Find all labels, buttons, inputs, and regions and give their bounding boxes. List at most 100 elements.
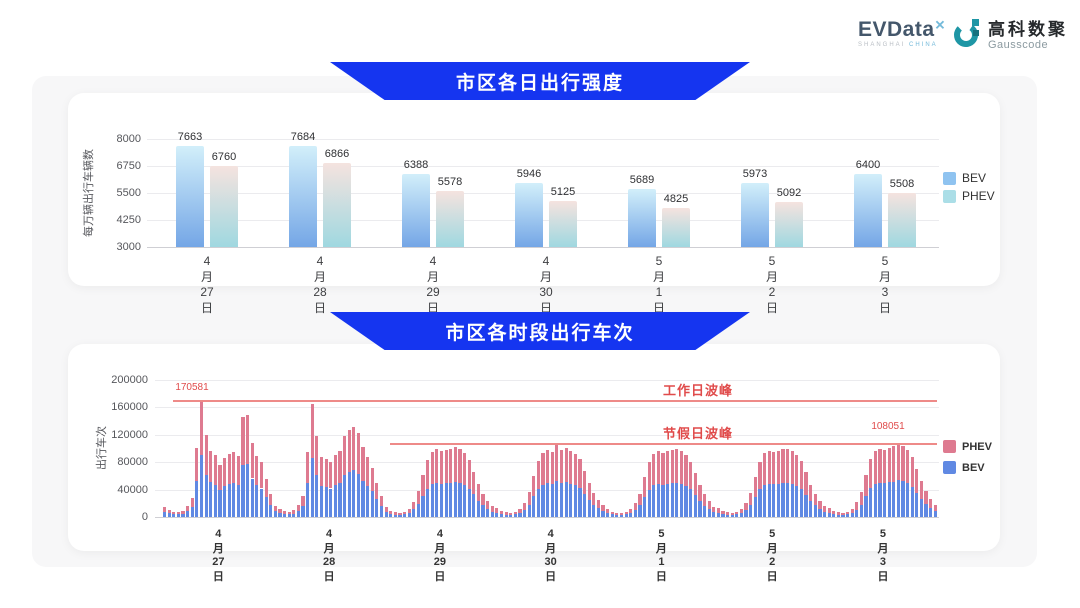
bar-bev [301, 506, 305, 517]
bar-phev [310, 403, 314, 459]
bar-value-bev: 5946 [516, 168, 542, 181]
daily-intensity-banner: 市区各日出行强度 [330, 62, 750, 100]
hourly-trips-card [68, 344, 1000, 551]
bar-phev [278, 509, 282, 514]
bar-phev [781, 449, 785, 484]
legend-item-bev[interactable]: BEV [943, 461, 985, 474]
bar-phev [269, 494, 273, 506]
bar-phev [619, 512, 624, 515]
bar-bev [624, 514, 628, 517]
bar-phev [832, 511, 836, 515]
x-axis-tick-label: 4月28日 [313, 254, 327, 315]
bar-phev [444, 449, 448, 484]
legend-item-bev[interactable]: BEV [943, 171, 986, 185]
bar-phev [836, 512, 840, 515]
bar-bev [393, 514, 397, 517]
bar-bev [795, 485, 799, 517]
bar-phev [882, 449, 887, 484]
bar-bev [809, 500, 813, 517]
bar-bev [472, 494, 476, 517]
bar-bev [753, 496, 757, 517]
bar-bev [550, 484, 554, 517]
bar-bev [449, 482, 453, 517]
bar-bev [527, 504, 531, 517]
bar-phev [786, 448, 790, 483]
holiday-peak-line [390, 442, 937, 445]
bar-phev [813, 493, 817, 506]
bar-bev [296, 510, 301, 517]
legend-swatch-bev [943, 171, 956, 185]
bar-phev [762, 453, 767, 486]
evdata-logo-subtext: SHANGHAI CHINA [858, 42, 938, 48]
bar-phev [462, 453, 467, 486]
bar-bev [522, 509, 527, 517]
bar-bev [236, 485, 241, 517]
bar-phev [739, 509, 744, 514]
bar-phev [264, 479, 268, 498]
bar-phev [675, 449, 679, 484]
bar-phev [684, 455, 688, 487]
y-axis-tick-label: 5500 [116, 187, 141, 199]
bar-bev [315, 474, 319, 517]
bar-bev [218, 489, 222, 517]
bar-bev [518, 513, 522, 517]
holiday-peak-value: 108051 [871, 420, 905, 432]
bar-phev [181, 510, 185, 514]
bar-bev [739, 513, 744, 517]
bar-bev [310, 458, 314, 517]
bar-bev [887, 482, 891, 517]
bar-bev [675, 483, 679, 517]
bar-bev [679, 484, 684, 517]
bar-bev [799, 488, 804, 517]
legend-swatch-phev [943, 440, 956, 453]
bar-phev [873, 451, 877, 485]
gridline [155, 380, 939, 381]
legend-item-phev[interactable]: PHEV [943, 440, 992, 453]
bar-phev [301, 496, 305, 507]
bar-bev [246, 463, 250, 517]
bar-bev [430, 484, 434, 517]
bar-bev [859, 504, 864, 517]
holiday-peak-label: 节假日波峰 [662, 425, 733, 441]
bar-phev [555, 445, 559, 482]
bar-value-phev: 6760 [211, 150, 237, 163]
bar-phev [679, 451, 684, 485]
legend-item-phev[interactable]: PHEV [943, 189, 995, 203]
bar-bev [855, 509, 859, 517]
bar-phev [236, 456, 241, 486]
bar-phev [662, 207, 690, 247]
gridline [147, 247, 939, 248]
bar-phev [753, 476, 757, 497]
bar-bev [241, 465, 245, 517]
bar-bev [758, 489, 762, 517]
bar-phev [504, 512, 508, 515]
bar-phev [476, 484, 480, 501]
y-axis-tick-label: 80000 [117, 456, 148, 469]
bar-phev [453, 447, 457, 483]
y-axis-tick-label: 4250 [116, 214, 141, 226]
bar-phev [412, 501, 416, 510]
bar-bev [762, 485, 767, 517]
x-axis-tick-label: 4月29日 [426, 254, 440, 315]
bar-phev [287, 511, 291, 515]
bar-bev [716, 512, 720, 517]
bar-phev [210, 165, 238, 247]
gridline [147, 193, 939, 194]
bar-phev [532, 475, 536, 497]
x-axis-tick-label: 4月29日 [433, 528, 447, 583]
evdata-logo: EVData✕ SHANGHAI CHINA [858, 19, 954, 48]
bar-phev [818, 500, 822, 509]
bar-phev [323, 163, 351, 247]
bar-bev [587, 500, 591, 517]
bar-phev [758, 461, 762, 490]
bar-phev [716, 508, 720, 513]
bar-phev [915, 469, 919, 494]
y-axis-title: 出行车次 [96, 426, 108, 470]
bar-bev [804, 494, 808, 517]
bar-bev [772, 484, 776, 517]
bar-bev [873, 484, 877, 517]
bar-bev [582, 494, 587, 517]
x-axis-tick-label: 4月30日 [539, 254, 553, 315]
bar-bev [333, 484, 337, 517]
bar-phev [398, 512, 402, 515]
